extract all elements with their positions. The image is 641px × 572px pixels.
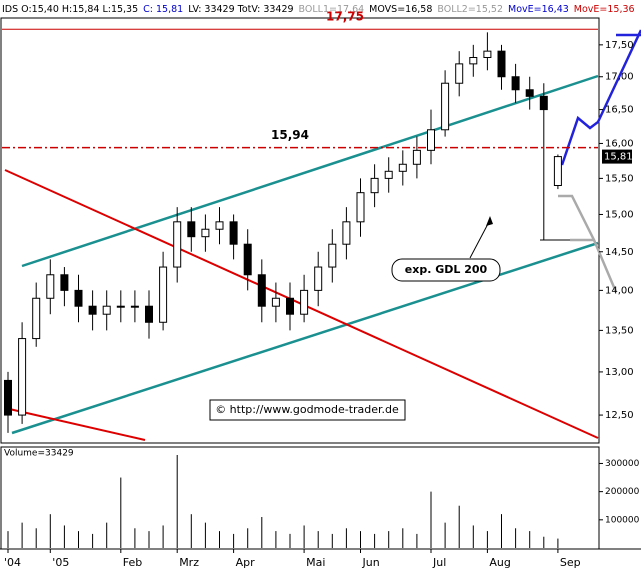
price-frame bbox=[0, 17, 600, 444]
y-tick-label: 13,50 bbox=[605, 325, 634, 336]
candle-body bbox=[370, 177, 379, 194]
candle-body bbox=[455, 63, 464, 84]
last-value-label: 15,81 bbox=[604, 152, 633, 163]
last-value-box bbox=[602, 149, 632, 164]
x-tick-label: Aug bbox=[489, 556, 510, 569]
volume-tick-label: 200000 bbox=[605, 487, 640, 497]
x-tick-label: Jul bbox=[432, 556, 446, 569]
channel-lower bbox=[11, 241, 599, 435]
volume-title: Volume=33429 bbox=[4, 449, 74, 459]
candle-body bbox=[88, 305, 97, 315]
annotation-box bbox=[391, 258, 501, 282]
level-label: 17,75 bbox=[326, 10, 364, 24]
candle-body bbox=[229, 221, 238, 245]
header-item: MovE=15,36 bbox=[574, 4, 635, 15]
x-tick-label: '05 bbox=[52, 556, 69, 569]
header-item: MovE=16,43 bbox=[508, 4, 569, 15]
candle-body bbox=[60, 274, 69, 291]
candle-body bbox=[102, 305, 111, 315]
candle-body bbox=[32, 297, 41, 340]
x-tick-label: '04 bbox=[4, 556, 21, 569]
y-tick-label: 17,00 bbox=[605, 72, 634, 83]
y-tick-label: 15,00 bbox=[605, 209, 634, 220]
x-tick-label: Feb bbox=[123, 556, 142, 569]
candle-body bbox=[384, 170, 393, 179]
channel-upper bbox=[21, 74, 599, 268]
candle-body bbox=[356, 192, 365, 223]
candle-body bbox=[74, 289, 83, 307]
header-item: BOLL2=15,52 bbox=[437, 4, 503, 15]
candle-body bbox=[497, 50, 506, 78]
candle-body bbox=[300, 289, 309, 315]
candle-body bbox=[18, 338, 27, 416]
candle-body bbox=[145, 305, 153, 323]
level-label: 15,94 bbox=[271, 128, 309, 142]
candle-body bbox=[286, 297, 294, 315]
copyright-box bbox=[209, 399, 406, 421]
y-tick-label: 14,50 bbox=[605, 247, 634, 258]
x-tick-label: Mrz bbox=[179, 556, 199, 569]
candle-body bbox=[4, 379, 12, 416]
candle-body bbox=[46, 274, 55, 299]
candle-body bbox=[483, 50, 492, 58]
x-tick-label: Jun bbox=[362, 556, 380, 569]
candle-body bbox=[130, 305, 139, 308]
candle-body bbox=[271, 297, 280, 307]
header-item: IDS O:15,40 H:15,84 L:15,35 bbox=[2, 4, 138, 15]
y-tick-label: 14,00 bbox=[605, 285, 634, 296]
candle-body bbox=[243, 243, 252, 276]
annotation: exp. GDL 200 bbox=[405, 263, 488, 276]
x-tick-label: Mai bbox=[306, 556, 325, 569]
candle-body bbox=[328, 243, 337, 268]
copyright: © http://www.godmode-trader.de bbox=[215, 403, 399, 416]
candle-body bbox=[215, 221, 224, 230]
candle-body bbox=[257, 274, 266, 307]
y-tick-label: 13,00 bbox=[605, 367, 634, 378]
candle-body bbox=[201, 228, 210, 238]
candle-body bbox=[427, 129, 435, 151]
candle-body bbox=[116, 305, 125, 308]
y-tick-label: 15,50 bbox=[605, 173, 634, 184]
candle-body bbox=[469, 56, 478, 65]
y-tick-label: 16,50 bbox=[605, 105, 634, 116]
y-tick-label: 17,50 bbox=[605, 40, 634, 51]
annotation-arrow bbox=[469, 219, 491, 259]
candle-body bbox=[173, 221, 182, 268]
candle-body bbox=[553, 156, 562, 187]
candle-body bbox=[412, 149, 421, 165]
header-item: LV: 33429 TotV: 33429 bbox=[188, 4, 293, 15]
volume-tick-label: 300000 bbox=[605, 459, 640, 469]
candle-body bbox=[511, 76, 520, 91]
downtrend-short bbox=[4, 407, 146, 441]
header-item: C: 15,81 bbox=[143, 4, 183, 15]
y-tick-label: 16,00 bbox=[605, 138, 634, 149]
header: IDS O:15,40 H:15,84 L:15,35 C: 15,81 LV: 3… bbox=[2, 4, 635, 15]
candle-body bbox=[441, 82, 450, 131]
header-item: BOLL1=17,64 bbox=[299, 4, 365, 15]
candle-body bbox=[539, 95, 548, 111]
candle-body bbox=[525, 89, 534, 97]
candle-body bbox=[398, 163, 407, 172]
candle-body bbox=[314, 266, 323, 291]
y-tick-label: 12,50 bbox=[605, 410, 634, 421]
arrow-head bbox=[486, 216, 493, 226]
header-item: MOVS=16,58 bbox=[369, 4, 432, 15]
candle-body bbox=[159, 266, 168, 323]
projection-down bbox=[558, 194, 618, 293]
projection-up bbox=[560, 29, 641, 166]
x-tick-label: Sep bbox=[560, 556, 581, 569]
x-tick-label: Apr bbox=[236, 556, 256, 569]
candle-body bbox=[342, 221, 351, 245]
candle-body bbox=[187, 221, 196, 238]
volume-tick-label: 100000 bbox=[605, 515, 640, 525]
